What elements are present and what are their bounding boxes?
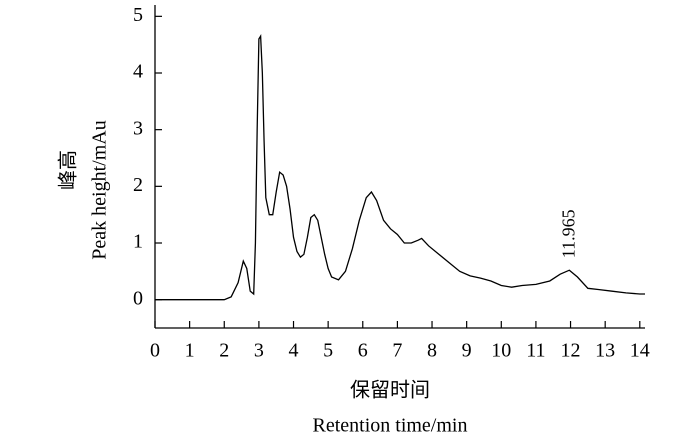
x-tick-label: 8 bbox=[427, 340, 437, 362]
annotation: 11.965 bbox=[558, 209, 578, 258]
x-tick-label: 3 bbox=[254, 340, 264, 362]
y-tick-label: 2 bbox=[133, 174, 143, 196]
x-tick-label: 11 bbox=[526, 340, 545, 362]
x-tick-label: 7 bbox=[392, 340, 402, 362]
x-tick-label: 14 bbox=[630, 340, 650, 362]
x-tick-label: 1 bbox=[185, 340, 195, 362]
x-tick-label: 0 bbox=[150, 340, 160, 362]
line bbox=[155, 34, 645, 301]
x-tick-label: 5 bbox=[323, 340, 333, 362]
y-tick-label: 1 bbox=[133, 231, 143, 253]
x-tick-label: 6 bbox=[358, 340, 368, 362]
y-tick-label: 0 bbox=[133, 287, 143, 309]
y-tick-label: 4 bbox=[133, 61, 143, 83]
y-axis-title-en: Peak height/mAu bbox=[89, 120, 111, 259]
x-tick-label: 12 bbox=[561, 340, 581, 362]
y-tick-label: 5 bbox=[133, 4, 143, 26]
x-tick-label: 4 bbox=[289, 340, 299, 362]
x-tick-label: 2 bbox=[219, 340, 229, 362]
x-axis-title-en: Retention time/min bbox=[313, 415, 468, 437]
x-tick-label: 9 bbox=[462, 340, 472, 362]
x-axis-title: 保留时间 bbox=[350, 379, 430, 402]
y-axis-title: 峰高 bbox=[57, 150, 80, 190]
x-tick-label: 10 bbox=[491, 340, 511, 362]
y-tick-label: 3 bbox=[133, 117, 143, 139]
x-tick-label: 13 bbox=[595, 340, 615, 362]
